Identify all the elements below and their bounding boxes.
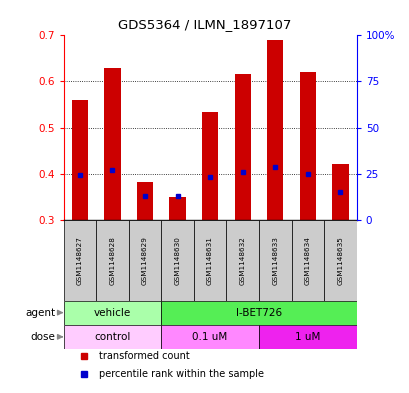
- Text: percentile rank within the sample: percentile rank within the sample: [99, 369, 263, 379]
- Bar: [169, 197, 185, 220]
- Bar: [63, 325, 161, 349]
- Text: dose: dose: [30, 332, 55, 342]
- Bar: [291, 220, 324, 301]
- Bar: [267, 40, 283, 220]
- Text: GSM1148628: GSM1148628: [109, 236, 115, 285]
- Text: GSM1148635: GSM1148635: [337, 236, 343, 285]
- Text: 1 uM: 1 uM: [294, 332, 320, 342]
- Bar: [104, 68, 120, 220]
- Text: control: control: [94, 332, 130, 342]
- Bar: [331, 165, 348, 220]
- Bar: [128, 220, 161, 301]
- Text: GSM1148629: GSM1148629: [142, 236, 148, 285]
- Text: GSM1148631: GSM1148631: [207, 236, 213, 285]
- Text: GSM1148633: GSM1148633: [272, 236, 278, 285]
- Text: GDS5364 / ILMN_1897107: GDS5364 / ILMN_1897107: [118, 18, 291, 31]
- Bar: [299, 72, 315, 220]
- Bar: [96, 220, 128, 301]
- Text: agent: agent: [25, 308, 55, 318]
- Text: 0.1 uM: 0.1 uM: [192, 332, 227, 342]
- Bar: [161, 325, 258, 349]
- Bar: [324, 220, 356, 301]
- Text: I-BET726: I-BET726: [235, 308, 281, 318]
- Bar: [258, 220, 291, 301]
- Bar: [72, 100, 88, 220]
- Bar: [63, 220, 96, 301]
- Text: GSM1148632: GSM1148632: [239, 236, 245, 285]
- Bar: [234, 73, 250, 220]
- Bar: [193, 220, 226, 301]
- Text: GSM1148634: GSM1148634: [304, 236, 310, 285]
- Bar: [202, 112, 218, 220]
- Bar: [226, 220, 258, 301]
- Text: vehicle: vehicle: [94, 308, 131, 318]
- Bar: [161, 301, 356, 325]
- Bar: [63, 301, 161, 325]
- Text: transformed count: transformed count: [99, 351, 189, 361]
- Text: GSM1148627: GSM1148627: [76, 236, 83, 285]
- Bar: [161, 220, 193, 301]
- Bar: [258, 325, 356, 349]
- Text: GSM1148630: GSM1148630: [174, 236, 180, 285]
- Bar: [137, 182, 153, 220]
